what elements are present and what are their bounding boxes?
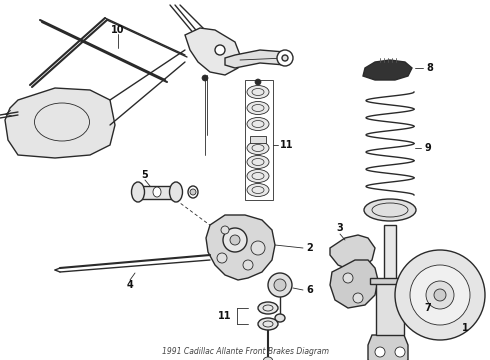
Circle shape	[277, 50, 293, 66]
Bar	[376, 280, 404, 335]
Text: 7: 7	[425, 303, 431, 313]
Polygon shape	[330, 235, 375, 270]
Circle shape	[274, 279, 286, 291]
Circle shape	[223, 228, 247, 252]
Bar	[245, 80, 273, 200]
Text: 10: 10	[111, 25, 125, 35]
Text: 4: 4	[126, 280, 133, 290]
Text: 2: 2	[307, 243, 314, 253]
Text: 5: 5	[142, 170, 148, 180]
Circle shape	[353, 293, 363, 303]
Circle shape	[255, 79, 261, 85]
Circle shape	[343, 273, 353, 283]
Text: 9: 9	[425, 143, 431, 153]
Bar	[384, 225, 396, 280]
Circle shape	[395, 347, 405, 357]
Polygon shape	[330, 260, 378, 308]
Circle shape	[395, 250, 485, 340]
Ellipse shape	[264, 357, 272, 360]
Polygon shape	[368, 335, 408, 360]
Ellipse shape	[247, 102, 269, 114]
Ellipse shape	[247, 184, 269, 197]
Circle shape	[282, 55, 288, 61]
Text: 8: 8	[427, 63, 434, 73]
Ellipse shape	[131, 182, 145, 202]
Ellipse shape	[247, 141, 269, 154]
Ellipse shape	[247, 117, 269, 131]
Circle shape	[434, 289, 446, 301]
Text: 11: 11	[280, 140, 294, 150]
Text: 1: 1	[462, 323, 468, 333]
Ellipse shape	[258, 318, 278, 330]
Bar	[250, 136, 266, 143]
Bar	[138, 186, 176, 199]
Circle shape	[426, 281, 454, 309]
Circle shape	[268, 273, 292, 297]
Polygon shape	[206, 215, 275, 280]
Polygon shape	[225, 50, 290, 68]
Ellipse shape	[247, 170, 269, 183]
Circle shape	[217, 253, 227, 263]
Ellipse shape	[247, 86, 269, 99]
Text: 6: 6	[307, 285, 314, 295]
Circle shape	[230, 235, 240, 245]
Circle shape	[410, 265, 470, 325]
Circle shape	[243, 260, 253, 270]
Text: 3: 3	[337, 223, 343, 233]
Circle shape	[202, 75, 208, 81]
Polygon shape	[185, 28, 240, 75]
Polygon shape	[363, 60, 412, 80]
Ellipse shape	[275, 314, 285, 322]
Circle shape	[221, 226, 229, 234]
Ellipse shape	[247, 156, 269, 168]
Text: 1991 Cadillac Allante Front Brakes Diagram: 1991 Cadillac Allante Front Brakes Diagr…	[162, 347, 328, 356]
Circle shape	[215, 45, 225, 55]
Text: 11: 11	[218, 311, 232, 321]
Ellipse shape	[258, 302, 278, 314]
Ellipse shape	[153, 187, 161, 197]
Bar	[370, 278, 410, 284]
Circle shape	[375, 347, 385, 357]
Ellipse shape	[170, 182, 182, 202]
Polygon shape	[5, 88, 115, 158]
Ellipse shape	[364, 199, 416, 221]
Circle shape	[251, 241, 265, 255]
Circle shape	[190, 189, 196, 195]
